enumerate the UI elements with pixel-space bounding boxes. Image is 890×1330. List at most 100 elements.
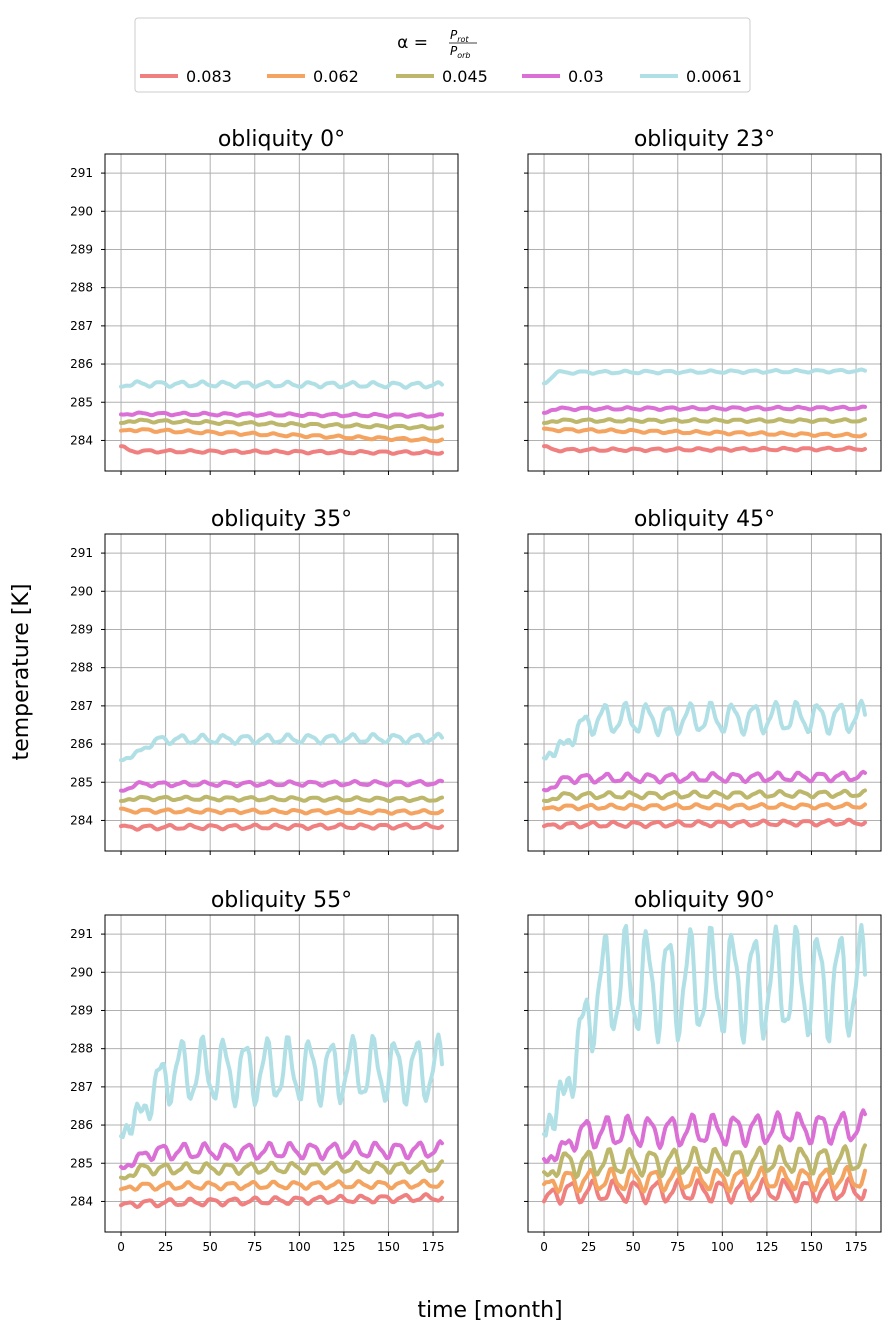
y-tick-label: 288 (70, 1042, 93, 1056)
x-tick-label: 100 (288, 1240, 311, 1254)
y-tick-label: 285 (70, 775, 93, 789)
x-tick-label: 50 (626, 1240, 641, 1254)
axes-frame (104, 914, 459, 1233)
y-tick-label: 287 (70, 699, 93, 713)
panel-0: obliquity 0° 284 285 286 287 288 289 290 291 (70, 127, 459, 475)
panels: obliquity 0°284285286287288289290291obli… (70, 127, 882, 1254)
legend-frac-den-main: P (450, 44, 458, 58)
y-tick-label: 290 (70, 584, 93, 598)
y-tick-label: 286 (70, 357, 93, 371)
x-tick-label: 125 (755, 1240, 778, 1254)
legend-label-0: 0.083 (186, 67, 232, 86)
series-line-0.0061 (542, 698, 867, 761)
series-line-0.083 (119, 821, 444, 832)
y-tick-label: 284 (70, 813, 93, 827)
x-tick-label: 175 (845, 1240, 868, 1254)
series-line-0.062 (119, 427, 444, 444)
y-tick-label: 286 (70, 737, 93, 751)
series-line-0.083 (119, 1192, 444, 1209)
y-tick-label: 289 (70, 622, 93, 636)
panel-title: obliquity 35° (211, 507, 352, 532)
axes-frame (527, 914, 882, 1233)
legend-title-prefix: α = (397, 33, 428, 53)
y-tick-label: 290 (70, 965, 93, 979)
y-tick-label: 284 (70, 1194, 93, 1208)
series-line-0.045 (119, 794, 444, 804)
series-line-0.03 (542, 1108, 867, 1164)
legend-entries: 0.083 0.062 0.045 0.03 0.0061 (140, 67, 742, 86)
series-line-0.045 (542, 1143, 867, 1180)
y-tick-label: 290 (70, 204, 93, 218)
y-tick-label: 288 (70, 281, 93, 295)
series-line-0.083 (542, 817, 867, 830)
y-tick-label: 285 (70, 1156, 93, 1170)
series-line-0.083 (542, 444, 867, 454)
y-tick-label: 284 (70, 433, 93, 447)
legend-frame (134, 17, 751, 93)
y-tick-label: 286 (70, 1118, 93, 1132)
series-line-0.045 (119, 1159, 444, 1181)
series-line-0.045 (119, 417, 444, 431)
panel-2: obliquity 35° 284 285 286 287 288 289 290 291 (70, 507, 459, 855)
series-line-0.03 (119, 1139, 444, 1171)
axes-frame (104, 153, 459, 472)
x-tick-label: 75 (670, 1240, 685, 1254)
series-line-0.062 (542, 1164, 867, 1194)
x-tick-label: 0 (540, 1240, 548, 1254)
legend-frac-den-sub: orb (457, 51, 470, 60)
series-line-0.083 (119, 444, 444, 456)
x-tick-label: 75 (247, 1240, 262, 1254)
panel-3: obliquity 45° (524, 507, 882, 855)
y-tick-label: 291 (70, 927, 93, 941)
legend-frac-den: Porb (450, 44, 471, 60)
series-line-0.062 (542, 426, 867, 439)
series-line-0.062 (119, 806, 444, 816)
axes-frame (527, 153, 882, 472)
series-line-0.03 (542, 769, 867, 793)
legend-frac-num-main: P (450, 28, 458, 42)
y-tick-label: 291 (70, 546, 93, 560)
series-line-0.03 (119, 778, 444, 793)
x-tick-label: 25 (158, 1240, 173, 1254)
y-tick-label: 289 (70, 1003, 93, 1017)
x-tick-label: 150 (377, 1240, 400, 1254)
legend: α = Prot Porb 0.083 0.062 0.045 0.03 0.0061 (134, 17, 751, 93)
series-line-0.045 (542, 417, 867, 425)
series-line-0.062 (542, 801, 867, 812)
panel-title: obliquity 90° (634, 888, 775, 913)
x-tick-label: 150 (800, 1240, 823, 1254)
legend-label-4: 0.0061 (686, 67, 742, 86)
x-axis-label: time [month] (417, 1298, 562, 1323)
series-line-0.0061 (542, 367, 867, 386)
y-tick-label: 287 (70, 319, 93, 333)
panel-title: obliquity 0° (218, 127, 345, 152)
x-tick-label: 25 (581, 1240, 596, 1254)
series-line-0.0061 (119, 379, 444, 390)
panel-1: obliquity 23° (524, 127, 882, 475)
y-tick-label: 291 (70, 166, 93, 180)
legend-frac-num-sub: rot (457, 35, 469, 44)
series-line-0.0061 (119, 731, 444, 763)
x-tick-label: 50 (203, 1240, 218, 1254)
x-tick-label: 0 (117, 1240, 125, 1254)
x-tick-label: 100 (711, 1240, 734, 1254)
legend-frac-num: Prot (450, 28, 469, 44)
panel-title: obliquity 55° (211, 888, 352, 913)
legend-label-3: 0.03 (568, 67, 604, 86)
legend-label-1: 0.062 (313, 67, 359, 86)
y-tick-label: 285 (70, 395, 93, 409)
series-line-0.0061 (119, 1032, 444, 1140)
axes-frame (527, 533, 882, 852)
axes-frame (104, 533, 459, 852)
panel-title: obliquity 45° (634, 507, 775, 532)
panel-4: obliquity 55° 284 285 286 287 288 289 290 291 0 25… (70, 888, 459, 1254)
y-tick-label: 288 (70, 661, 93, 675)
x-tick-label: 175 (422, 1240, 445, 1254)
series-line-0.0061 (542, 923, 867, 1138)
x-tick-label: 125 (332, 1240, 355, 1254)
series-line-0.062 (119, 1178, 444, 1192)
y-tick-label: 289 (70, 242, 93, 256)
legend-label-2: 0.045 (442, 67, 488, 86)
y-axis-label: temperature [K] (9, 584, 34, 761)
